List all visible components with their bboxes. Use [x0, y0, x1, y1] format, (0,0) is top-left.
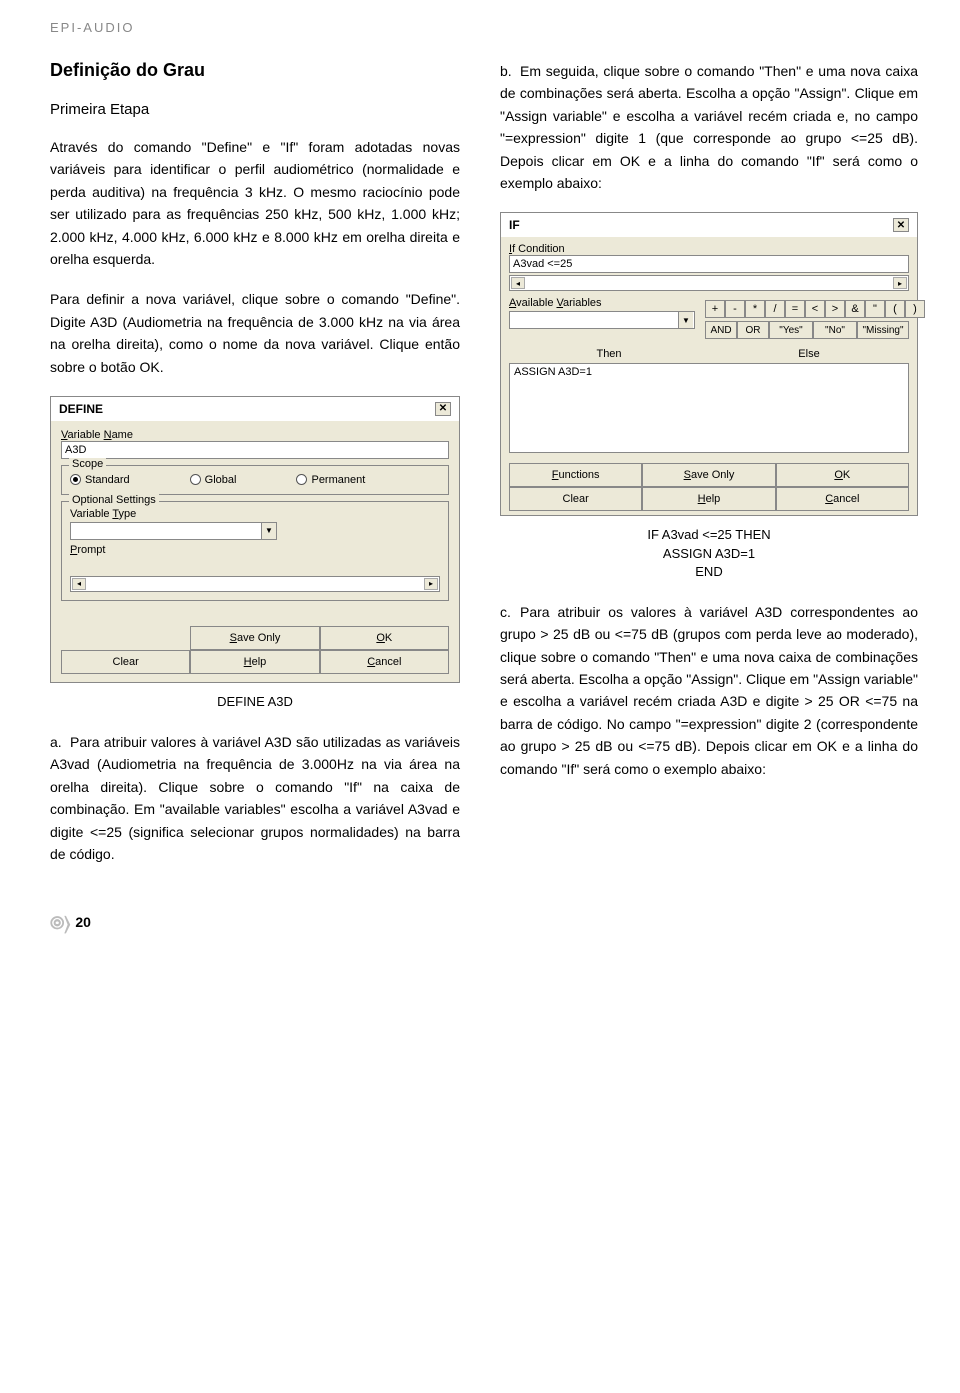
op-minus[interactable]: -: [725, 300, 745, 318]
page-number-text: 20: [75, 915, 91, 931]
op-or[interactable]: OR: [737, 321, 769, 339]
variable-name-label: Variable Name: [61, 429, 449, 441]
then-else-tabs: Then Else: [509, 345, 909, 363]
subsection-title: Primeira Etapa: [50, 101, 460, 118]
if-caption: IF A3vad <=25 THEN ASSIGN A3D=1 END: [500, 526, 918, 581]
then-body[interactable]: ASSIGN A3D=1: [509, 363, 909, 453]
item-b-prefix: b.: [500, 60, 520, 82]
op-plus[interactable]: +: [705, 300, 725, 318]
op-mult[interactable]: *: [745, 300, 765, 318]
page-number: ⦾⟩ 20: [50, 913, 910, 934]
section-title: Definição do Grau: [50, 60, 460, 81]
op-lt[interactable]: <: [805, 300, 825, 318]
then-tab[interactable]: Then: [509, 345, 709, 363]
define-titlebar: DEFINE ✕: [51, 397, 459, 421]
save-only-button[interactable]: Save Only: [190, 626, 319, 650]
page-header-tag: EPI-AUDIO: [50, 20, 910, 35]
paragraph-1: Através do comando "Define" e "If" foram…: [50, 136, 460, 270]
if-cond-scroll: ◂ ▸: [509, 275, 909, 291]
op-no[interactable]: "No": [813, 321, 857, 339]
if-condition-label: If Condition: [509, 243, 909, 255]
op-lparen[interactable]: (: [885, 300, 905, 318]
scroll-left-icon[interactable]: ◂: [511, 277, 525, 289]
sound-icon: ⦾⟩: [50, 913, 70, 934]
variable-type-input[interactable]: [71, 523, 261, 539]
item-a-text: Para atribuir valores à variável A3D são…: [50, 734, 460, 862]
item-a-prefix: a.: [50, 731, 70, 753]
radio-global[interactable]: Global: [190, 474, 237, 486]
define-caption: DEFINE A3D: [50, 693, 460, 711]
variable-type-label: Variable Type: [70, 508, 440, 520]
operator-row-1: + - * / = < > & " ( ): [705, 300, 925, 318]
cancel-button[interactable]: Cancel: [320, 650, 449, 674]
operator-row-2: AND OR "Yes" "No" "Missing": [705, 321, 925, 339]
optional-legend: Optional Settings: [69, 494, 159, 506]
prompt-label: Prompt: [70, 544, 440, 556]
if-titlebar: IF ✕: [501, 213, 917, 237]
clear-button[interactable]: Clear: [61, 650, 190, 674]
op-quote[interactable]: ": [865, 300, 885, 318]
available-vars-combo[interactable]: ▼: [509, 311, 695, 329]
radio-permanent[interactable]: Permanent: [296, 474, 365, 486]
item-a: a.Para atribuir valores à variável A3D s…: [50, 731, 460, 865]
cancel-button[interactable]: Cancel: [776, 487, 909, 511]
clear-button[interactable]: Clear: [509, 487, 642, 511]
if-title: IF: [509, 218, 520, 232]
item-c-text: Para atribuir os valores à variável A3D …: [500, 604, 918, 777]
variable-type-combo[interactable]: ▼: [70, 522, 277, 540]
close-icon[interactable]: ✕: [435, 402, 451, 416]
scroll-right-icon[interactable]: ▸: [424, 578, 438, 590]
scroll-strip: ◂ ▸: [70, 576, 440, 592]
scroll-left-icon[interactable]: ◂: [72, 578, 86, 590]
item-b-text: Em seguida, clique sobre o comando "Then…: [500, 63, 918, 191]
item-c-prefix: c.: [500, 601, 520, 623]
item-b: b.Em seguida, clique sobre o comando "Th…: [500, 60, 918, 194]
scroll-right-icon[interactable]: ▸: [893, 277, 907, 289]
op-amp[interactable]: &: [845, 300, 865, 318]
define-title: DEFINE: [59, 402, 103, 416]
if-condition-input[interactable]: [509, 255, 909, 273]
radio-icon: [190, 474, 201, 485]
op-eq[interactable]: =: [785, 300, 805, 318]
item-c: c.Para atribuir os valores à variável A3…: [500, 601, 918, 780]
variable-name-input[interactable]: [61, 441, 449, 459]
scope-legend: Scope: [69, 458, 106, 470]
prompt-input[interactable]: [70, 556, 440, 570]
help-button[interactable]: Help: [190, 650, 319, 674]
if-dialog: IF ✕ If Condition ◂ ▸ Available Variable…: [500, 212, 918, 516]
radio-icon: [70, 474, 81, 485]
available-vars-input[interactable]: [510, 312, 678, 328]
ok-button[interactable]: OK: [776, 463, 909, 487]
op-gt[interactable]: >: [825, 300, 845, 318]
op-yes[interactable]: "Yes": [769, 321, 813, 339]
op-missing[interactable]: "Missing": [857, 321, 909, 339]
else-tab[interactable]: Else: [709, 345, 909, 363]
available-vars-label: Available Variables: [509, 297, 699, 309]
save-only-button[interactable]: Save Only: [642, 463, 775, 487]
ok-button[interactable]: OK: [320, 626, 449, 650]
scope-fieldset: Scope Standard Global Permanent: [61, 465, 449, 495]
chevron-down-icon[interactable]: ▼: [261, 523, 276, 539]
radio-icon: [296, 474, 307, 485]
right-column: b.Em seguida, clique sobre o comando "Th…: [500, 60, 918, 883]
op-div[interactable]: /: [765, 300, 785, 318]
functions-button[interactable]: Functions: [509, 463, 642, 487]
op-rparen[interactable]: ): [905, 300, 925, 318]
radio-standard[interactable]: Standard: [70, 474, 130, 486]
help-button[interactable]: Help: [642, 487, 775, 511]
paragraph-2: Para definir a nova variável, clique sob…: [50, 288, 460, 378]
close-icon[interactable]: ✕: [893, 218, 909, 232]
op-and[interactable]: AND: [705, 321, 737, 339]
define-dialog: DEFINE ✕ Variable Name Scope Standard Gl…: [50, 396, 460, 683]
optional-fieldset: Optional Settings Variable Type ▼ Prompt…: [61, 501, 449, 601]
left-column: Definição do Grau Primeira Etapa Através…: [50, 60, 460, 883]
chevron-down-icon[interactable]: ▼: [678, 312, 693, 328]
